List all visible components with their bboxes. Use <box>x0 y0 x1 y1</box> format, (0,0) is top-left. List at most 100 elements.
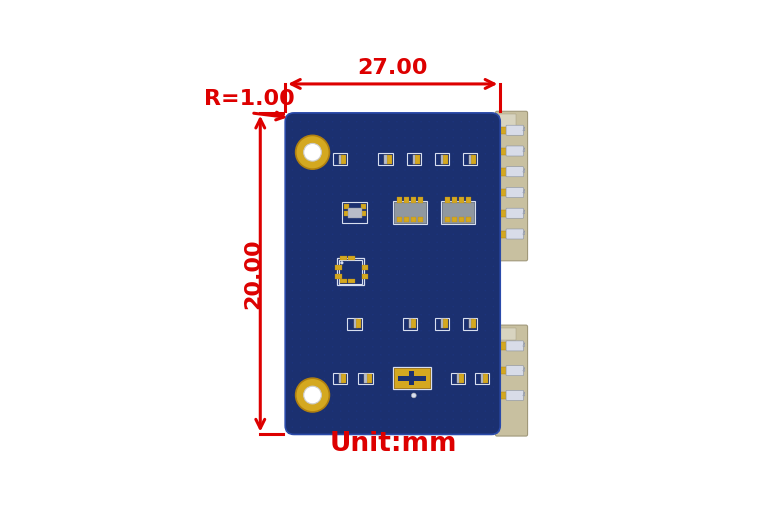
Circle shape <box>412 330 414 331</box>
Circle shape <box>469 338 470 340</box>
Bar <box>342 203 367 223</box>
Circle shape <box>484 153 486 155</box>
Circle shape <box>332 402 333 404</box>
Circle shape <box>307 177 310 179</box>
Circle shape <box>300 217 301 219</box>
Circle shape <box>428 274 430 275</box>
Circle shape <box>340 226 342 227</box>
Circle shape <box>300 266 301 267</box>
Bar <box>353 319 356 328</box>
Circle shape <box>380 370 381 372</box>
Circle shape <box>380 346 381 348</box>
Circle shape <box>428 193 430 195</box>
Circle shape <box>484 257 486 259</box>
Circle shape <box>307 314 310 315</box>
Circle shape <box>332 274 333 275</box>
Circle shape <box>348 121 349 123</box>
Circle shape <box>324 209 325 211</box>
Circle shape <box>445 306 446 307</box>
Bar <box>404 217 409 222</box>
Circle shape <box>445 354 446 355</box>
Circle shape <box>477 250 478 251</box>
Circle shape <box>428 338 430 340</box>
Circle shape <box>292 378 293 380</box>
Circle shape <box>388 185 390 187</box>
Circle shape <box>340 145 342 147</box>
Circle shape <box>404 226 406 227</box>
Circle shape <box>420 217 422 219</box>
Circle shape <box>452 153 454 155</box>
Circle shape <box>428 362 430 364</box>
Circle shape <box>300 250 301 251</box>
Circle shape <box>477 298 478 300</box>
Circle shape <box>388 402 390 404</box>
Circle shape <box>420 129 422 130</box>
Circle shape <box>404 410 406 412</box>
Circle shape <box>340 169 342 171</box>
Circle shape <box>460 322 462 324</box>
Circle shape <box>364 217 366 219</box>
Circle shape <box>388 346 390 348</box>
Bar <box>333 153 348 165</box>
Circle shape <box>372 129 374 130</box>
Circle shape <box>460 177 462 179</box>
Circle shape <box>445 177 446 179</box>
Circle shape <box>396 426 398 428</box>
Bar <box>392 367 431 389</box>
Bar <box>498 148 508 155</box>
Circle shape <box>436 282 438 283</box>
Circle shape <box>372 386 374 388</box>
Circle shape <box>420 354 422 355</box>
Circle shape <box>340 250 342 251</box>
Circle shape <box>356 250 357 251</box>
Circle shape <box>388 250 390 251</box>
Circle shape <box>348 290 349 291</box>
Bar <box>362 274 368 279</box>
Circle shape <box>307 282 310 283</box>
Circle shape <box>380 402 381 404</box>
Circle shape <box>396 193 398 195</box>
Circle shape <box>348 209 349 211</box>
Circle shape <box>356 145 357 147</box>
Circle shape <box>364 209 366 211</box>
Circle shape <box>493 145 495 147</box>
Circle shape <box>420 386 422 388</box>
Circle shape <box>445 330 446 331</box>
Circle shape <box>292 201 293 203</box>
Circle shape <box>332 209 333 211</box>
Circle shape <box>380 426 381 428</box>
Circle shape <box>348 161 349 163</box>
Bar <box>499 114 516 131</box>
Bar <box>434 153 449 165</box>
Circle shape <box>396 370 398 372</box>
Circle shape <box>469 201 470 203</box>
Circle shape <box>316 226 317 227</box>
Circle shape <box>348 217 349 219</box>
Circle shape <box>412 153 414 155</box>
Circle shape <box>428 217 430 219</box>
Circle shape <box>388 145 390 147</box>
Circle shape <box>332 169 333 171</box>
Circle shape <box>340 261 343 265</box>
Circle shape <box>388 338 390 340</box>
Circle shape <box>372 193 374 195</box>
Circle shape <box>445 362 446 364</box>
Circle shape <box>348 226 349 227</box>
Circle shape <box>332 250 333 251</box>
Circle shape <box>364 370 366 372</box>
FancyBboxPatch shape <box>506 229 523 239</box>
Circle shape <box>493 257 495 259</box>
Bar <box>443 319 448 328</box>
Circle shape <box>412 314 414 315</box>
Circle shape <box>404 314 406 315</box>
Circle shape <box>477 362 478 364</box>
Circle shape <box>452 209 454 211</box>
Circle shape <box>348 137 349 139</box>
Circle shape <box>404 354 406 355</box>
Circle shape <box>316 306 317 307</box>
Bar <box>398 376 426 381</box>
Circle shape <box>364 169 366 171</box>
Circle shape <box>477 290 478 291</box>
Circle shape <box>445 137 446 139</box>
Circle shape <box>436 266 438 267</box>
